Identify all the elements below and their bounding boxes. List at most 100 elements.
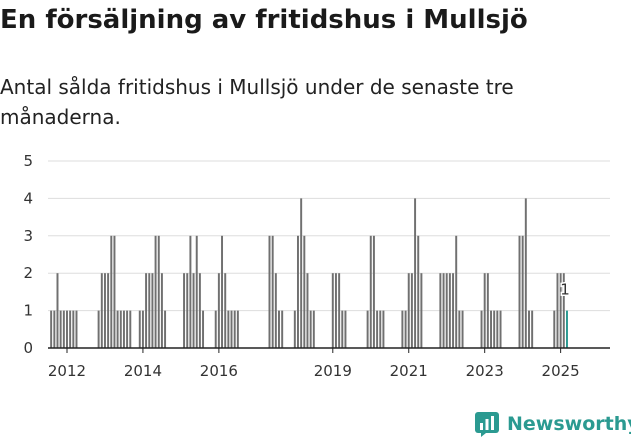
bar xyxy=(53,310,56,348)
bar xyxy=(344,310,347,348)
bar xyxy=(366,310,369,348)
bar xyxy=(214,310,217,348)
bar xyxy=(164,310,167,348)
x-tick-label: 2021 xyxy=(390,362,428,380)
bar xyxy=(490,310,493,348)
bar xyxy=(410,273,413,348)
bar xyxy=(186,273,189,348)
bar xyxy=(442,273,445,348)
bar xyxy=(461,310,464,348)
bar xyxy=(195,235,198,348)
y-tick-label: 0 xyxy=(23,339,33,357)
bar xyxy=(148,273,151,348)
bar xyxy=(192,273,195,348)
bar xyxy=(198,273,201,348)
bar xyxy=(448,273,451,348)
bar xyxy=(556,273,559,348)
bar xyxy=(126,310,129,348)
bar xyxy=(524,198,527,348)
bar xyxy=(75,310,78,348)
bar xyxy=(445,273,448,348)
bar xyxy=(233,310,236,348)
x-tick-label: 2016 xyxy=(200,362,238,380)
bar xyxy=(122,310,125,348)
bar xyxy=(236,310,239,348)
bar xyxy=(306,273,309,348)
y-tick-label: 4 xyxy=(23,189,33,207)
bar xyxy=(521,235,524,348)
bar xyxy=(59,310,62,348)
bar xyxy=(107,273,110,348)
bar xyxy=(439,273,442,348)
bar xyxy=(559,273,562,348)
bar xyxy=(138,310,141,348)
y-tick-label: 1 xyxy=(23,302,33,320)
bar xyxy=(331,273,334,348)
x-tick-label: 2014 xyxy=(124,362,162,380)
bar xyxy=(278,310,280,348)
bar xyxy=(401,310,404,348)
bar xyxy=(518,235,521,348)
logo-text: Newsworthy xyxy=(507,413,631,435)
bar xyxy=(100,273,103,348)
bar xyxy=(303,235,306,348)
bar xyxy=(141,310,144,348)
x-tick-label: 2025 xyxy=(542,362,580,380)
bar xyxy=(157,235,160,348)
y-tick-label: 3 xyxy=(23,227,33,245)
newsworthy-icon xyxy=(475,412,499,437)
x-tick-label: 2019 xyxy=(314,362,352,380)
bar xyxy=(72,310,75,348)
bar xyxy=(183,273,186,348)
bar xyxy=(62,310,65,348)
bar xyxy=(493,310,496,348)
bar xyxy=(189,235,192,348)
bar xyxy=(486,273,489,348)
bar xyxy=(499,310,502,348)
bar xyxy=(202,310,205,348)
bar xyxy=(129,310,132,348)
y-tick-label: 2 xyxy=(23,264,33,282)
bar xyxy=(56,273,59,348)
bar xyxy=(97,310,100,348)
bar xyxy=(309,310,312,348)
chart-title: En försäljning av fritidshus i Mullsjö xyxy=(0,5,528,35)
bar xyxy=(268,235,271,348)
bar xyxy=(230,310,233,348)
bar xyxy=(483,273,486,348)
bar xyxy=(553,310,556,348)
data-label: 1 xyxy=(560,281,570,299)
bar xyxy=(528,310,530,348)
highlight-bar xyxy=(565,310,568,348)
bar xyxy=(414,198,417,348)
bar xyxy=(455,235,458,348)
bar xyxy=(341,310,344,348)
bar xyxy=(417,235,420,348)
bar xyxy=(151,273,154,348)
bar xyxy=(312,310,315,348)
bar xyxy=(281,310,284,348)
bar xyxy=(274,273,277,348)
bar xyxy=(110,235,113,348)
bar xyxy=(69,310,72,348)
bar xyxy=(300,198,303,348)
x-tick-label: 2012 xyxy=(48,362,86,380)
bar xyxy=(154,235,157,348)
bar xyxy=(382,310,385,348)
bar xyxy=(221,235,224,348)
bar xyxy=(562,273,565,348)
bar xyxy=(296,235,299,348)
bar xyxy=(407,273,410,348)
bar xyxy=(113,235,116,348)
x-tick-label: 2023 xyxy=(466,362,504,380)
bar xyxy=(404,310,407,348)
bar xyxy=(452,273,455,348)
bar xyxy=(480,310,483,348)
chart-subtitle: Antal sålda fritidshus i Mullsjö under d… xyxy=(0,75,514,129)
newsworthy-logo: Newsworthy xyxy=(474,409,631,439)
bar xyxy=(119,310,122,348)
bar xyxy=(224,273,227,348)
bar xyxy=(227,310,230,348)
bar xyxy=(379,310,382,348)
